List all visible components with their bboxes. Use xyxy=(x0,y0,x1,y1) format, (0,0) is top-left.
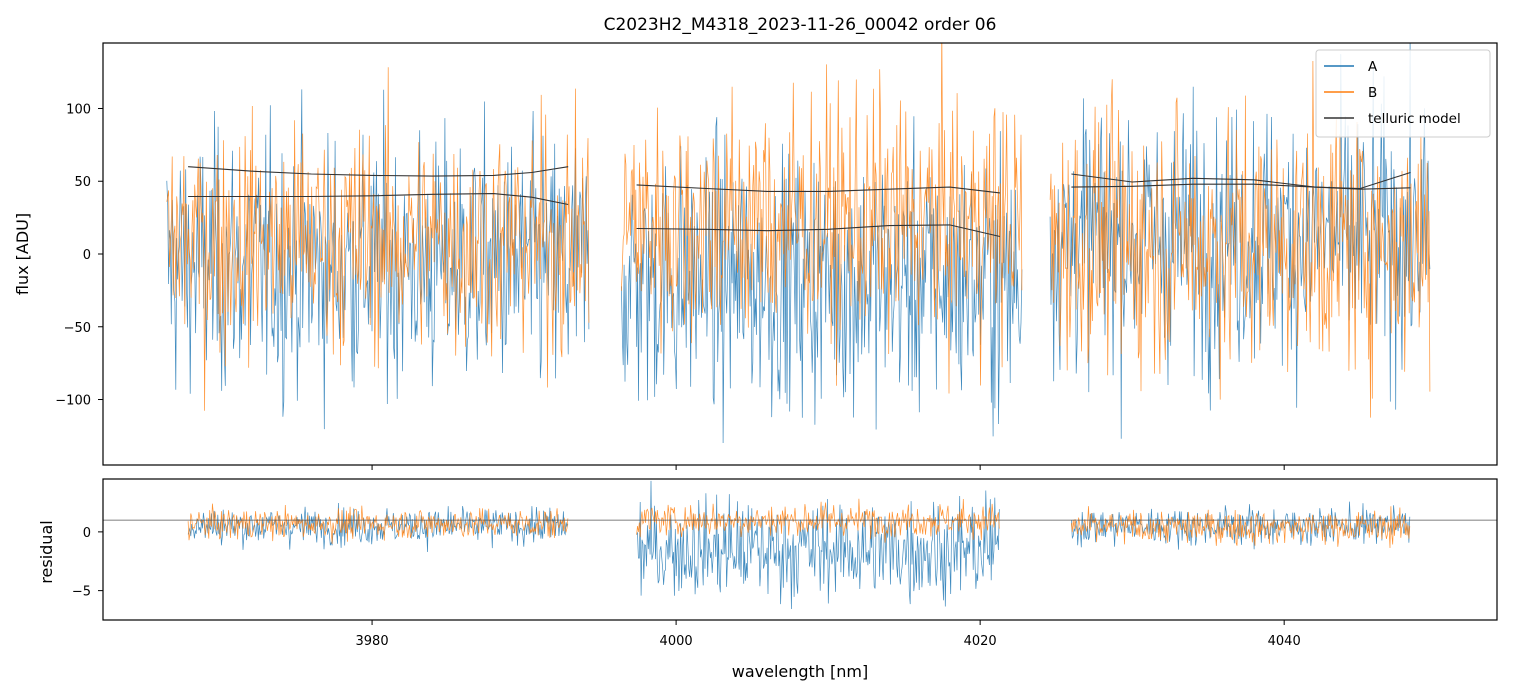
residual-panel-frame xyxy=(102,478,1498,621)
series-a-segment-2 xyxy=(621,116,1023,444)
flux-y-tick-label: 50 xyxy=(74,175,91,190)
legend-box xyxy=(1315,49,1491,138)
telluric-model-curve-4 xyxy=(636,224,1001,238)
x-axis-label: wavelength [nm] xyxy=(732,662,869,681)
telluric-model-curve-3 xyxy=(636,184,1000,194)
telluric-model-curve-2 xyxy=(188,193,569,206)
series-b-segment-2 xyxy=(621,43,1023,394)
residual-y-tick-label: 0 xyxy=(83,526,91,541)
residual-y-axis-label: residual xyxy=(37,520,56,583)
telluric-model-curve-1 xyxy=(188,166,569,177)
legend: A B telluric model xyxy=(1315,49,1491,138)
residual-b-segment-3 xyxy=(1071,506,1411,549)
residual-y-tick-label: −5 xyxy=(72,585,91,600)
chart-title: C2023H2_M4318_2023-11-26_00042 order 06 xyxy=(604,15,997,35)
legend-label-b: B xyxy=(1368,85,1377,101)
x-tick-label-4040: 4040 xyxy=(1268,634,1301,649)
series-b-segment-1 xyxy=(166,67,590,411)
x-tick-label-3980: 3980 xyxy=(356,634,389,649)
residual-b-segment-1 xyxy=(187,503,569,544)
flux-y-axis-label: flux [ADU] xyxy=(13,213,32,295)
residual-b-segment-2 xyxy=(636,498,1000,543)
telluric-model-curve-6 xyxy=(1071,183,1411,190)
series-a-segment-3 xyxy=(1049,43,1431,439)
flux-y-tick-label: −100 xyxy=(55,394,91,409)
legend-label-a: A xyxy=(1368,59,1378,75)
flux-panel: 100 50 0 −50 −100 xyxy=(55,42,1498,470)
residual-panel: 3980 4000 4020 4040 0 −5 xyxy=(72,478,1498,649)
flux-y-tick-label: −50 xyxy=(64,321,91,336)
legend-label-telluric: telluric model xyxy=(1368,111,1461,127)
x-tick-label-4000: 4000 xyxy=(660,634,693,649)
x-tick-label-4020: 4020 xyxy=(964,634,997,649)
series-b-segment-3 xyxy=(1049,60,1431,418)
telluric-model-curve-5 xyxy=(1071,171,1411,190)
residual-a-segment-3 xyxy=(1071,501,1411,550)
flux-y-tick-label: 100 xyxy=(66,102,91,117)
flux-y-tick-label: 0 xyxy=(83,248,91,263)
